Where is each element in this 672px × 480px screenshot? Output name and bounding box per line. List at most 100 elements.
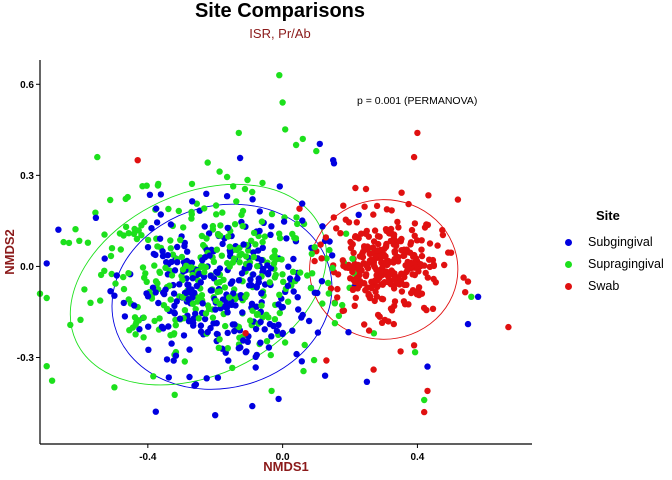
- subgingival-point: [314, 329, 322, 336]
- subgingival-point: [238, 270, 246, 277]
- subgingival-point: [171, 310, 178, 317]
- supragingival-point: [219, 209, 226, 216]
- supragingival-point: [217, 222, 224, 229]
- swab-point: [368, 256, 375, 263]
- legend-item-supragingival: Supragingival: [562, 253, 664, 275]
- subgingival-point: [252, 325, 260, 333]
- subgingival-point: [212, 306, 219, 313]
- swab-point: [390, 320, 397, 328]
- subgingival-point: [231, 321, 238, 328]
- subgingival-point: [280, 218, 288, 225]
- supragingival-point: [223, 173, 231, 181]
- swab-point: [334, 294, 341, 301]
- subgingival-point: [240, 241, 247, 248]
- supragingival-point: [166, 282, 173, 289]
- supragingival-point: [151, 262, 158, 269]
- swab-point: [365, 233, 372, 240]
- subgingival-point: [113, 272, 121, 279]
- supragingival-point: [331, 300, 338, 307]
- supragingival-point: [151, 317, 158, 325]
- subgingival-point: [293, 350, 300, 358]
- subgingival-point: [257, 339, 264, 346]
- supragingival-point: [292, 235, 300, 242]
- swab-point: [347, 275, 354, 282]
- subgingival-point: [174, 243, 181, 251]
- swab-point: [340, 262, 347, 270]
- supragingival-point: [263, 338, 271, 345]
- subgingival-point: [188, 259, 196, 266]
- supragingival-point: [300, 367, 307, 375]
- supragingival-point: [101, 267, 108, 274]
- supragingival-point: [299, 135, 306, 143]
- subgingival-point: [186, 346, 193, 353]
- subgingival-point: [214, 374, 222, 381]
- swab-point: [407, 241, 414, 248]
- subgingival-point: [181, 242, 188, 250]
- supragingival-point: [319, 300, 326, 307]
- subgingival-point: [199, 300, 206, 307]
- supragingival-point: [108, 245, 116, 252]
- supragingival-point: [242, 253, 250, 260]
- y-tick-label: -0.3: [17, 353, 35, 364]
- swab-point: [409, 287, 417, 294]
- swab-point: [426, 256, 433, 263]
- supragingival-point: [224, 345, 231, 352]
- swab-point: [134, 157, 141, 164]
- subgingival-point: [158, 323, 166, 330]
- supragingival-point: [92, 209, 99, 216]
- supragingival-point: [268, 387, 275, 395]
- swab-point: [361, 243, 368, 250]
- subgingival-point: [232, 302, 239, 309]
- supragingival-point: [124, 193, 131, 201]
- supragingival-point: [294, 220, 301, 228]
- swab-point: [383, 259, 390, 266]
- subgingival-point: [305, 317, 313, 325]
- supragingival-point: [43, 294, 50, 302]
- supragingival-point: [76, 237, 83, 244]
- swab-point: [424, 387, 431, 395]
- swab-point: [397, 348, 404, 355]
- subgingival-point: [145, 346, 152, 353]
- supragingival-point: [195, 315, 202, 322]
- supragingival-point: [179, 293, 186, 301]
- supragingival-point: [138, 232, 145, 239]
- subgingival-point: [185, 281, 192, 288]
- subgingival-point: [92, 214, 100, 221]
- swab-point: [349, 263, 356, 271]
- subgingival-point: [212, 412, 219, 419]
- swab-point: [405, 200, 412, 208]
- subgingival-point: [152, 408, 159, 415]
- subgingival-point: [189, 275, 196, 282]
- swab-point: [404, 267, 411, 274]
- supragingival-point: [329, 264, 336, 272]
- subgingival-point: [185, 296, 192, 303]
- supragingival-point: [154, 243, 161, 250]
- subgingival-point: [330, 160, 338, 167]
- subgingival-point: [464, 320, 472, 328]
- subgingival-point: [227, 249, 234, 256]
- supragingival-point: [132, 331, 139, 338]
- supragingival-point: [259, 238, 266, 246]
- supragingival-point: [284, 298, 292, 305]
- swab-point: [395, 258, 402, 265]
- subgingival-point: [231, 327, 238, 335]
- supragingival-point: [468, 293, 475, 300]
- supragingival-point: [411, 349, 419, 356]
- swab-point: [439, 226, 446, 234]
- supragingival-point: [301, 341, 308, 349]
- subgingival-point: [267, 231, 274, 238]
- swab-point: [373, 202, 381, 210]
- subgingival-point: [355, 211, 362, 218]
- supragingival-point: [189, 300, 197, 307]
- supragingival-point: [72, 226, 79, 233]
- supragingival-point: [239, 222, 246, 230]
- subgingival-point: [326, 238, 333, 245]
- supragingival-point: [167, 296, 174, 303]
- swab-point: [424, 274, 431, 281]
- swab-point: [378, 319, 386, 326]
- swab-point: [337, 230, 344, 237]
- supragingival-point: [271, 316, 279, 323]
- legend-label: Swab: [588, 279, 620, 293]
- supragingival-point: [139, 183, 146, 190]
- supragingival-point: [84, 239, 92, 246]
